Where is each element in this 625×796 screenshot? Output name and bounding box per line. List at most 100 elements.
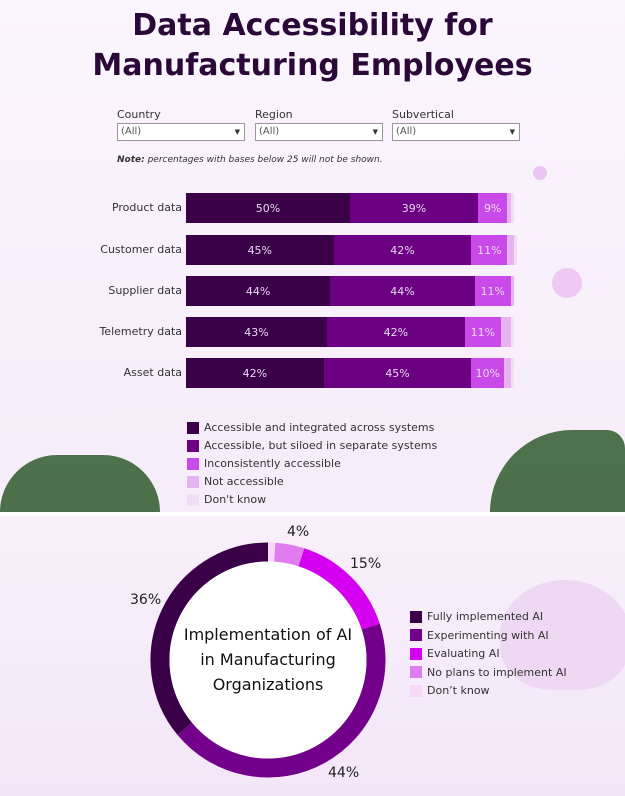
bar-segment bbox=[510, 193, 514, 223]
page-title: Data Accessibility for Manufacturing Empl… bbox=[92, 8, 533, 83]
slice-label: 36% bbox=[130, 592, 162, 608]
bar-segment bbox=[514, 235, 518, 265]
note: Note: percentages with bases below 25 wi… bbox=[117, 155, 383, 165]
legend-swatch bbox=[187, 475, 199, 488]
data-label: 45% bbox=[247, 243, 273, 257]
bar-segment bbox=[500, 317, 511, 347]
country-select[interactable]: (All) ▼ bbox=[117, 123, 245, 141]
legend-label: No plans to implement AI bbox=[427, 665, 567, 679]
decor-circle bbox=[552, 268, 582, 298]
legend-label: Experimenting with AI bbox=[427, 628, 549, 642]
donut-title: Implementation of AI in Manufacturing Orga… bbox=[183, 625, 353, 694]
bar-segment: 11% bbox=[464, 317, 501, 347]
bar-segment: 39% bbox=[350, 193, 478, 223]
bar-segment: 9% bbox=[477, 193, 508, 223]
donut-chart bbox=[150, 542, 386, 778]
data-label: 45% bbox=[385, 366, 410, 380]
legend-item: Fully implemented AI bbox=[410, 610, 543, 623]
data-label: 11% bbox=[470, 325, 496, 339]
filter-label: Country bbox=[117, 108, 161, 121]
data-label: 43% bbox=[244, 325, 269, 339]
data-label: 42% bbox=[242, 366, 268, 380]
bar-segment bbox=[510, 317, 514, 347]
bar-segment bbox=[507, 235, 514, 265]
data-label: 11% bbox=[480, 284, 505, 298]
category-label: Product data bbox=[111, 201, 182, 214]
slice-label: 4% bbox=[287, 524, 310, 540]
bar-segment: 43% bbox=[186, 317, 328, 347]
data-label: 42% bbox=[383, 325, 409, 339]
legend-swatch bbox=[410, 629, 422, 641]
bar-segment: 42% bbox=[333, 235, 472, 265]
donut-slice bbox=[273, 542, 305, 567]
bar-segment bbox=[504, 358, 511, 388]
region-select[interactable]: (All) ▼ bbox=[255, 123, 383, 141]
slice-label: 15% bbox=[350, 556, 382, 572]
bar-segment: 44% bbox=[330, 276, 475, 306]
legend-swatch bbox=[410, 610, 422, 623]
legend-item: Experimenting with AI bbox=[410, 629, 549, 642]
bar-segment: 42% bbox=[327, 317, 465, 347]
region-filter[interactable]: Region (All) ▼ bbox=[255, 108, 383, 141]
bar-segment: 44% bbox=[186, 276, 331, 306]
decor-circle bbox=[533, 166, 547, 180]
category-label: Customer data bbox=[100, 243, 182, 256]
bar-segment: 45% bbox=[186, 235, 334, 265]
category-label: Asset data bbox=[123, 366, 182, 379]
legend-swatch bbox=[410, 666, 422, 678]
donut-slice bbox=[298, 548, 380, 630]
legend-label: Accessible and integrated across systems bbox=[204, 421, 435, 434]
subvertical-select[interactable]: (All) ▼ bbox=[392, 123, 520, 141]
legend-item: No plans to implement AI bbox=[410, 666, 567, 679]
bar-segment: 50% bbox=[186, 193, 350, 223]
filter-label: Region bbox=[255, 108, 293, 121]
legend-label: Fully implemented AI bbox=[427, 610, 544, 623]
legend-swatch bbox=[410, 684, 422, 697]
bar-segment bbox=[510, 358, 514, 388]
data-label: 44% bbox=[390, 284, 415, 298]
legend-label: Evaluating AI bbox=[427, 647, 500, 660]
legend-item: Don't know bbox=[187, 493, 266, 506]
data-label: 10% bbox=[475, 366, 500, 380]
bar-segment: 11% bbox=[471, 235, 508, 265]
category-label: Supplier data bbox=[108, 284, 182, 297]
plant-decor-left bbox=[0, 455, 160, 512]
decor-cloud bbox=[500, 580, 625, 690]
legend-swatch bbox=[187, 421, 199, 434]
legend-swatch bbox=[410, 647, 422, 660]
legend-label: Not accessible bbox=[204, 475, 284, 488]
data-label: 50% bbox=[255, 201, 281, 215]
legend-item: Inconsistently accessible bbox=[187, 457, 341, 470]
legend-label: Don't know bbox=[204, 493, 267, 506]
bar-segment bbox=[507, 193, 511, 223]
legend-label: Accessible, but siloed in separate syste… bbox=[204, 439, 438, 452]
dropdown-arrow-icon: ▼ bbox=[372, 128, 378, 136]
legend-swatch bbox=[187, 457, 199, 470]
legend-label: Inconsistently accessible bbox=[204, 457, 341, 470]
dropdown-arrow-icon: ▼ bbox=[509, 128, 515, 136]
donut-slice bbox=[150, 542, 269, 735]
bar-segment: 11% bbox=[474, 276, 511, 306]
legend-label: Don’t know bbox=[427, 684, 490, 697]
legend-item: Evaluating AI bbox=[410, 647, 500, 660]
data-label: 42% bbox=[390, 243, 415, 257]
data-label: 11% bbox=[477, 243, 502, 257]
legend-item: Accessible, but siloed in separate syste… bbox=[187, 439, 437, 452]
legend-item: Not accessible bbox=[187, 475, 284, 488]
slice-label: 44% bbox=[328, 765, 360, 781]
legend-item: Accessible and integrated across systems bbox=[187, 421, 434, 434]
bar-segment: 42% bbox=[186, 358, 324, 388]
dropdown-arrow-icon: ▼ bbox=[234, 128, 240, 136]
donut-slice bbox=[177, 623, 386, 778]
bar-segment: 45% bbox=[323, 358, 472, 388]
bar-segment: 10% bbox=[471, 358, 505, 388]
data-label: 44% bbox=[245, 284, 271, 298]
subvertical-filter[interactable]: Subvertical (All) ▼ bbox=[392, 108, 520, 141]
data-label: 39% bbox=[401, 201, 427, 215]
country-filter[interactable]: Country (All) ▼ bbox=[117, 108, 245, 141]
filter-label: Subvertical bbox=[392, 108, 454, 121]
legend-item: Don’t know bbox=[410, 684, 490, 697]
donut-hole bbox=[169, 561, 367, 759]
legend-swatch bbox=[187, 493, 199, 506]
